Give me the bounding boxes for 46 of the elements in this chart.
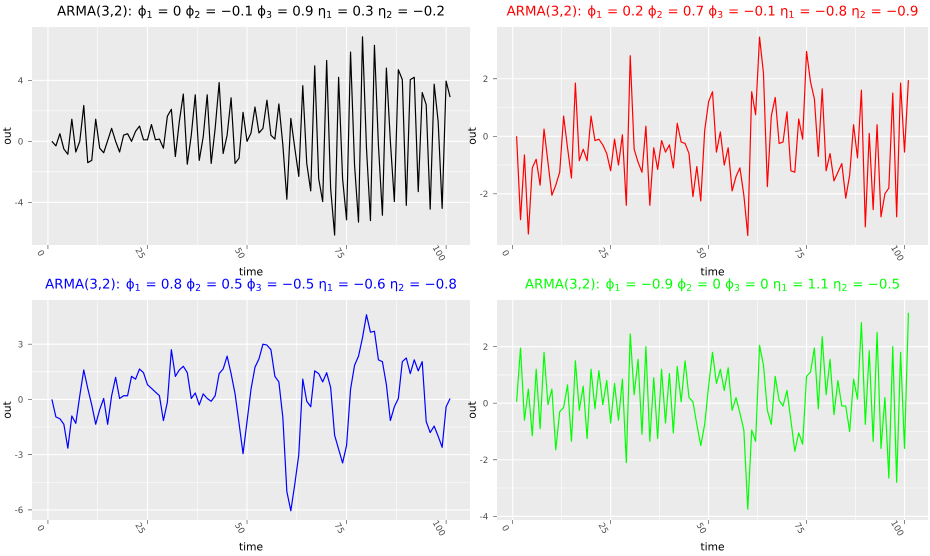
x-tick-label: 50	[235, 522, 245, 534]
chart-title: ARMA(3,2): ϕ$_{1}$ = 0.2 ϕ$_{2}$ = 0.7 ϕ$_{3}$ = −0.1 η$_{1}$ = −0.8 η$_{2}$ = −0.9	[506, 5, 918, 18]
y-tick-label: 4	[18, 77, 23, 84]
chart-title: ARMA(3,2): ϕ$_{1}$ = 0 ϕ$_{2}$ = −0.1 ϕ$_{3}$ = 0.9 η$_{1}$ = 0.3 η$_{2}$ = −0.2	[57, 5, 444, 18]
y-axis-title: out	[3, 128, 11, 144]
y-tick-label: 2	[483, 76, 488, 82]
chart-title: ARMA(3,2): ϕ$_{1}$ = −0.9 ϕ$_{2}$ = 0 ϕ$_{3}$ = 0 η$_{1}$ = 1.1 η$_{2}$ = −0.5	[525, 278, 899, 292]
x-axis-title: time	[239, 267, 262, 276]
x-axis-title: time	[700, 542, 724, 550]
y-tick-label: -4	[480, 513, 488, 520]
y-tick-label: 2	[483, 343, 488, 350]
y-tick-label: 0	[483, 400, 488, 406]
chart-title: ARMA(3,2): ϕ$_{1}$ = 0.8 ϕ$_{2}$ = 0.5 ϕ$_{3}$ = −0.5 η$_{1}$ = −0.6 η$_{2}$ = −0.8	[45, 278, 456, 292]
y-tick-label: 0	[483, 133, 488, 140]
x-tick-label: 75	[794, 247, 805, 258]
x-axis-title: time	[239, 542, 262, 550]
line-series	[51, 314, 451, 512]
x-tick-label: 25	[598, 522, 609, 534]
x-tick-label: 0	[502, 250, 509, 256]
y-tick-label: -6	[15, 506, 23, 514]
line-series	[516, 36, 910, 236]
x-tick-label: 75	[334, 522, 345, 533]
y-axis-title: out	[468, 128, 476, 144]
x-tick-label: 0	[502, 525, 509, 531]
x-tick-label: 25	[135, 247, 146, 258]
x-axis-title: time	[700, 267, 724, 276]
x-tick-label: 0	[38, 250, 44, 256]
x-tick-label: 50	[696, 247, 706, 258]
line-series	[516, 312, 910, 510]
y-axis-title: out	[3, 402, 11, 418]
y-tick-label: -3	[15, 451, 23, 458]
x-tick-label: 0	[38, 525, 44, 531]
x-tick-label: 75	[334, 247, 345, 258]
y-tick-label: -2	[480, 456, 488, 463]
y-tick-label: -4	[15, 199, 23, 206]
x-tick-label: 50	[235, 247, 245, 258]
x-tick-label: 75	[794, 522, 805, 533]
x-tick-label: 50	[696, 522, 706, 534]
x-tick-label: 25	[135, 522, 146, 534]
y-tick-label: 0	[18, 396, 23, 403]
y-tick-label: 3	[18, 340, 23, 348]
y-axis-title: out	[468, 402, 476, 418]
x-tick-label: 25	[598, 247, 609, 258]
y-tick-label: -2	[480, 190, 488, 198]
line-series	[51, 36, 451, 236]
y-tick-label: 0	[18, 138, 23, 145]
